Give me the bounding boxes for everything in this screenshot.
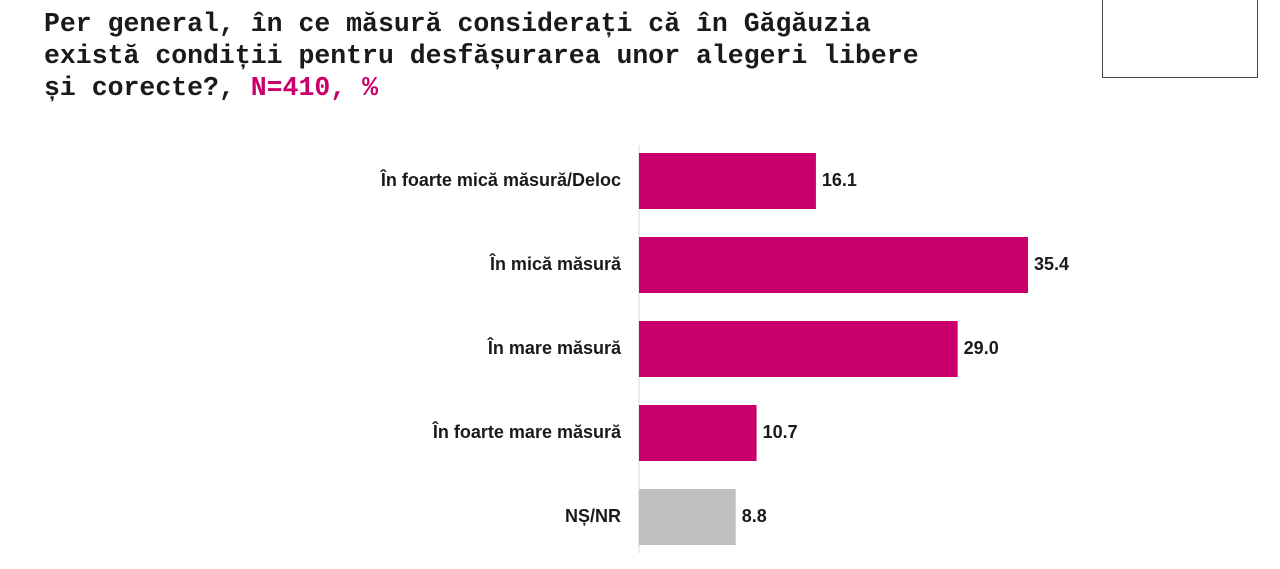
logo-placeholder [1102, 0, 1258, 78]
bar [639, 153, 816, 209]
chart-title-sample-size: N=410, % [234, 73, 378, 103]
category-label: În mică măsură [489, 253, 622, 274]
data-label: 35.4 [1034, 254, 1069, 274]
data-label: 10.7 [763, 422, 798, 442]
data-label: 29.0 [964, 338, 999, 358]
data-label: 8.8 [742, 506, 767, 526]
category-label: În mare măsură [487, 337, 622, 358]
bar-series: În foarte mică măsură/Deloc 16.1 În mică m… [380, 153, 1069, 545]
category-label: În foarte mică măsură/Deloc [380, 169, 621, 190]
bar-chart: În foarte mică măsură/Deloc 16.1 În mică m… [380, 145, 1069, 553]
category-label: NȘ/NR [565, 506, 621, 526]
category-label: În foarte mare măsură [432, 421, 622, 442]
bar [639, 405, 757, 461]
bar [639, 489, 736, 545]
bar [639, 321, 958, 377]
chart-title: Per general, în ce măsură considerați că… [44, 8, 1074, 104]
chart-title-main: Per general, în ce măsură considerați că… [44, 9, 919, 103]
data-label: 16.1 [822, 170, 857, 190]
bar [639, 237, 1028, 293]
